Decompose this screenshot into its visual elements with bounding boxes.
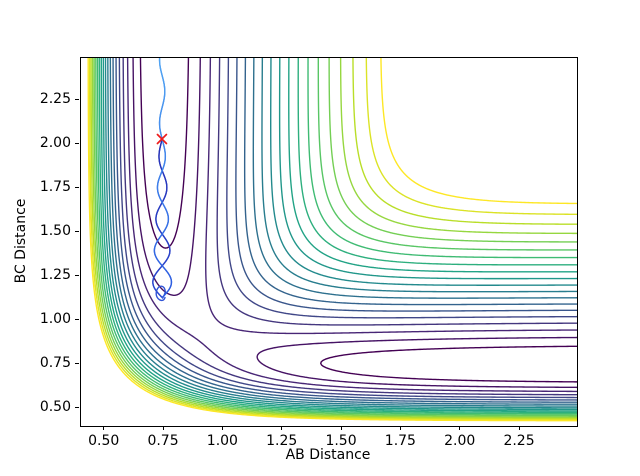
x-tick-label: 1.50 bbox=[325, 433, 357, 449]
y-tick-label: 1.25 bbox=[39, 267, 71, 284]
x-tick-mark bbox=[103, 426, 105, 430]
y-tick-label: 0.75 bbox=[39, 355, 71, 372]
x-tick-label: 2.25 bbox=[503, 433, 535, 449]
x-tick-mark bbox=[162, 426, 164, 430]
y-tick-mark bbox=[75, 186, 79, 188]
x-tick-label: 1.00 bbox=[206, 433, 238, 449]
y-axis-label: BC Distance bbox=[13, 198, 29, 284]
y-tick-mark bbox=[75, 274, 79, 276]
y-tick-label: 2.00 bbox=[39, 135, 71, 152]
x-tick-mark bbox=[340, 426, 342, 430]
y-tick-label: 1.50 bbox=[39, 223, 71, 240]
y-tick-mark bbox=[75, 406, 79, 408]
x-tick-mark bbox=[459, 426, 461, 430]
y-tick-mark bbox=[75, 230, 79, 232]
contour-plot-canvas bbox=[81, 58, 577, 426]
x-tick-mark bbox=[399, 426, 401, 430]
y-tick-label: 0.50 bbox=[39, 399, 71, 416]
plot-area bbox=[80, 57, 578, 427]
x-tick-label: 2.00 bbox=[444, 433, 476, 449]
x-tick-label: 0.75 bbox=[147, 433, 179, 449]
x-axis-label: AB Distance bbox=[285, 447, 371, 463]
y-tick-mark bbox=[75, 362, 79, 364]
x-tick-mark bbox=[281, 426, 283, 430]
x-tick-mark bbox=[221, 426, 223, 430]
x-tick-mark bbox=[518, 426, 520, 430]
y-tick-mark bbox=[75, 318, 79, 320]
x-tick-label: 0.50 bbox=[88, 433, 120, 449]
x-tick-label: 1.25 bbox=[266, 433, 298, 449]
y-tick-label: 1.00 bbox=[39, 311, 71, 328]
x-tick-label: 1.75 bbox=[384, 433, 416, 449]
y-tick-mark bbox=[75, 142, 79, 144]
y-tick-label: 2.25 bbox=[39, 91, 71, 108]
y-tick-mark bbox=[75, 98, 79, 100]
y-tick-label: 1.75 bbox=[39, 179, 71, 196]
